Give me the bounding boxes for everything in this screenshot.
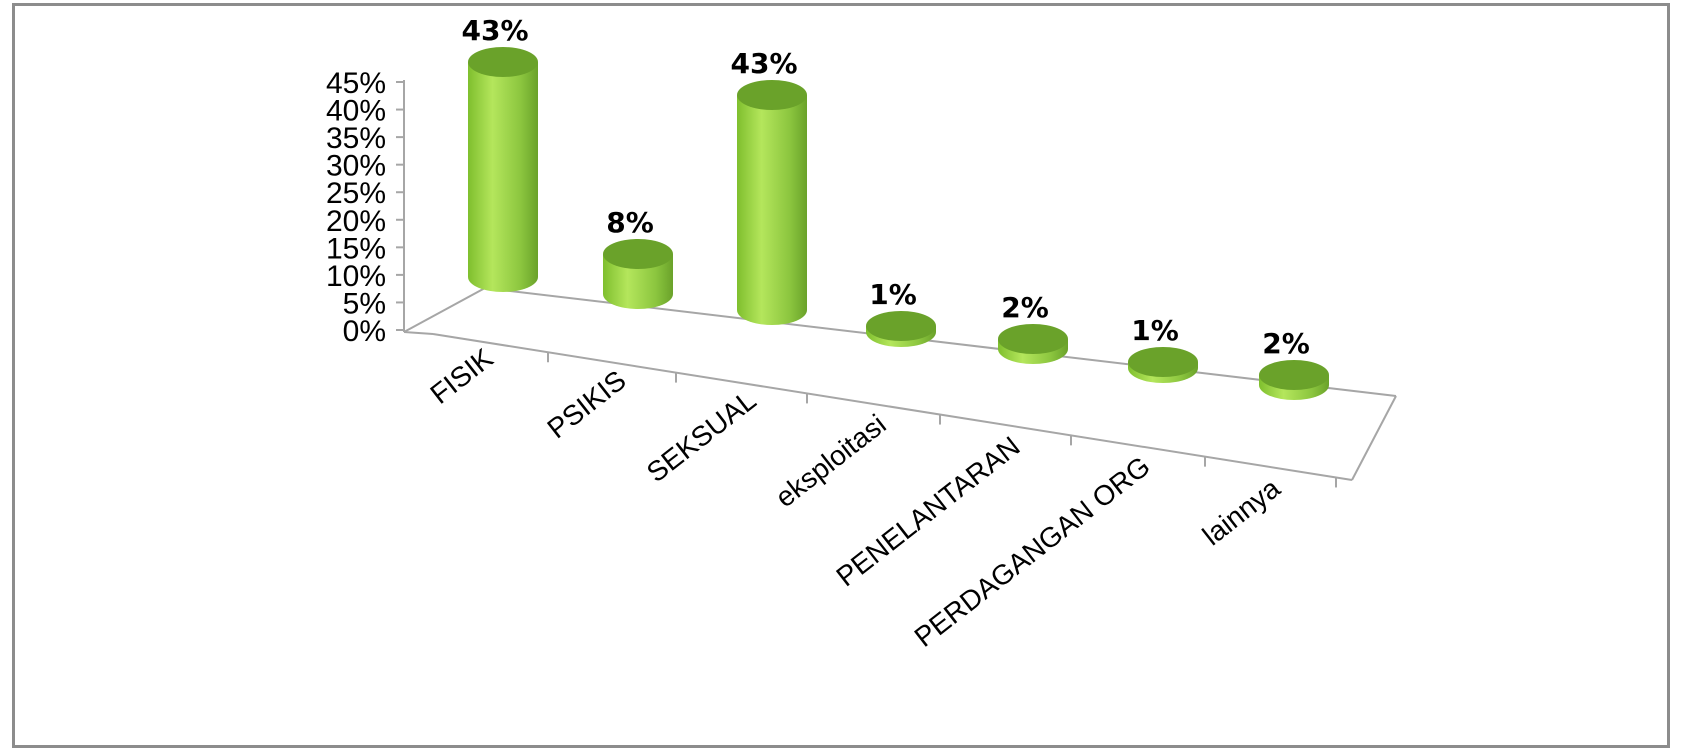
y-tick-label: 40% xyxy=(326,95,386,128)
data-label: 1% xyxy=(1131,314,1179,347)
bar-top xyxy=(468,47,538,77)
bar-top xyxy=(998,324,1068,354)
chart-frame xyxy=(12,3,1670,748)
category-label: lainnya xyxy=(1197,472,1286,551)
bar-body xyxy=(468,62,538,292)
data-label: 43% xyxy=(730,47,797,80)
category-label: eksploitasi xyxy=(770,408,892,513)
bar-top xyxy=(866,311,936,341)
y-tick-label: 25% xyxy=(326,177,386,210)
bar-top xyxy=(1259,360,1329,390)
bar-fisik xyxy=(468,47,538,292)
floor-right-line xyxy=(1351,395,1397,481)
bar-body xyxy=(603,254,673,309)
y-tick-label: 0% xyxy=(343,315,386,348)
data-label: 8% xyxy=(606,206,654,239)
y-tick-label: 20% xyxy=(326,205,386,238)
data-label: 1% xyxy=(869,278,917,311)
y-tick-label: 15% xyxy=(326,232,386,265)
y-axis-ticks: 0%5%10%15%20%25%30%35%40%45% xyxy=(326,67,404,348)
bar-perdagangan-org xyxy=(1128,347,1198,383)
x-axis-back-line xyxy=(403,287,486,333)
y-tick-label: 35% xyxy=(326,122,386,155)
bar-psikis xyxy=(603,239,673,309)
x-axis-ticks xyxy=(547,352,1337,488)
bar-eksploitasi xyxy=(866,311,936,347)
bar-body xyxy=(737,95,807,325)
bar-seksual xyxy=(737,80,807,325)
bar-penelantaran xyxy=(998,324,1068,364)
y-tick-label: 30% xyxy=(326,150,386,183)
data-label: 2% xyxy=(1262,327,1310,360)
floor-left-line xyxy=(403,331,434,335)
y-tick-label: 10% xyxy=(326,260,386,293)
y-tick-label: 5% xyxy=(343,287,386,320)
category-label: SEKSUAL xyxy=(641,384,762,488)
y-tick-label: 45% xyxy=(326,67,386,100)
category-label: FISIK xyxy=(424,342,499,410)
data-labels: 43% 8% 43% 1% 2% 1% 2% xyxy=(461,14,1309,360)
bar-top xyxy=(603,239,673,269)
bars xyxy=(468,47,1329,400)
category-label: PSIKIS xyxy=(541,364,631,444)
x-axis-front-line xyxy=(432,333,1353,481)
data-label: 43% xyxy=(461,14,528,47)
data-label: 2% xyxy=(1001,291,1049,324)
bar-top xyxy=(1128,347,1198,377)
category-labels: FISIK PSIKIS SEKSUAL eksploitasiPENELANTARA… xyxy=(424,342,1286,653)
bar-top xyxy=(737,80,807,110)
bar-lainnya xyxy=(1259,360,1329,400)
